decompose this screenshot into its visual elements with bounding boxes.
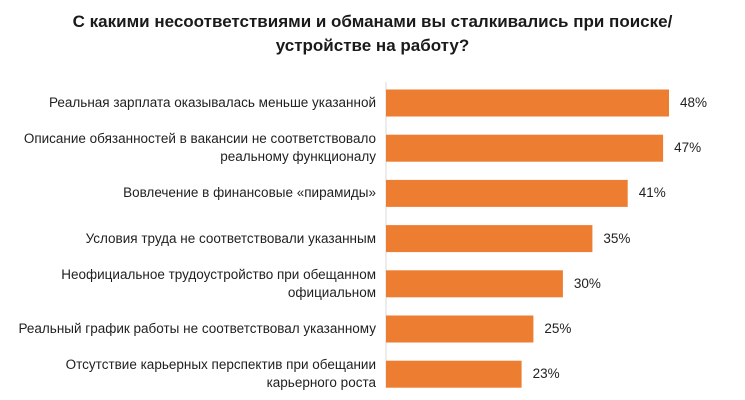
bar — [386, 315, 534, 343]
category-label: Вовлечение в финансовые «пирамиды» — [123, 185, 376, 201]
category-label: Отсутствие карьерных перспектив при обещ… — [65, 357, 376, 391]
value-label: 48% — [680, 95, 708, 110]
value-label: 30% — [573, 275, 601, 291]
value-label: 35% — [603, 230, 631, 246]
value-label: 41% — [638, 185, 666, 201]
category-label: Условия труда не соответствовали указанн… — [85, 230, 376, 246]
value-label: 23% — [532, 366, 560, 382]
value-label: 25% — [544, 321, 572, 336]
category-label: Неофициальное трудоустройство при обещан… — [61, 266, 376, 300]
bar — [386, 270, 563, 298]
bar — [386, 225, 593, 253]
category-label: Реальный график работы не соответствовал… — [18, 321, 377, 336]
category-label: Реальная зарплата оказывалась меньше ука… — [49, 95, 376, 110]
category-label: Описание обязанностей в вакансии не соот… — [23, 131, 376, 165]
bar — [386, 360, 522, 388]
bar — [386, 89, 669, 117]
chart-title: С какими несоответствиями и обманами вы … — [72, 12, 673, 55]
bar — [386, 134, 664, 162]
value-label: 47% — [674, 140, 702, 156]
bar — [386, 179, 628, 207]
